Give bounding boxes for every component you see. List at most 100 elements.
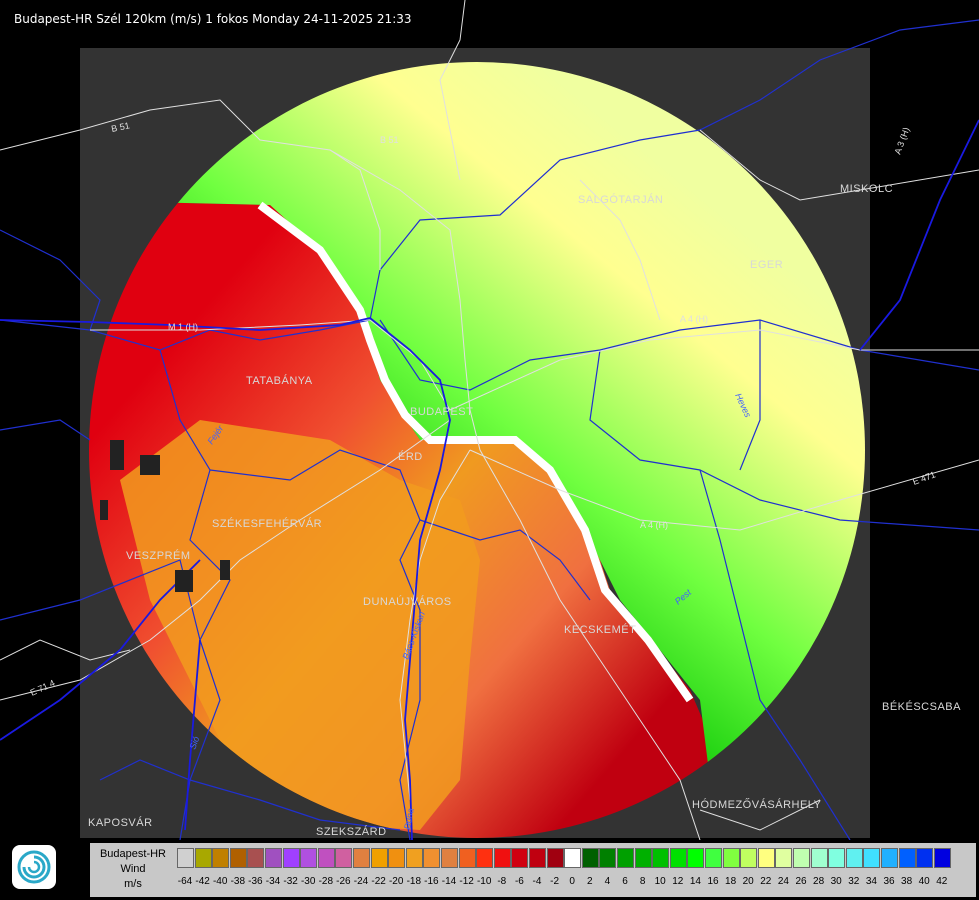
city-label-tatabanya: TATABÁNYA	[246, 374, 313, 387]
legend-swatch	[353, 848, 370, 868]
legend-swatch	[282, 848, 300, 868]
legend-swatch	[458, 848, 476, 868]
legend-tick-label: 36	[883, 876, 895, 887]
legend-swatch	[933, 848, 951, 868]
legend-tick-label: 2	[587, 876, 593, 887]
road-label-e471: E 471	[911, 469, 937, 486]
city-label-bekescsaba: BÉKÉSCSABA	[882, 700, 961, 713]
color-legend: Budapest-HR Wind m/s -64 -42 -40 -38 -36 -34-…	[90, 843, 976, 897]
legend-swatch	[423, 848, 441, 868]
legend-swatch	[300, 848, 318, 868]
legend-swatch	[740, 848, 758, 868]
legend-tick-label: 22	[760, 876, 772, 887]
legend-swatch	[863, 848, 881, 868]
legend-swatch	[757, 848, 775, 868]
river-label-sio: Sió	[187, 735, 201, 751]
legend-swatch	[493, 848, 511, 868]
legend-swatch	[511, 848, 529, 868]
legend-tick-label: 32	[848, 876, 860, 887]
clutter-speckles	[100, 440, 230, 592]
legend-swatch	[687, 848, 705, 868]
legend-tick-label: 16	[707, 876, 719, 887]
legend-tick-label: -34	[265, 876, 281, 887]
legend-tick-label: -14	[441, 876, 457, 887]
city-label-eger: EGER	[750, 259, 783, 271]
legend-tick-label: 30	[830, 876, 842, 887]
legend-tick-label: 20	[742, 876, 754, 887]
city-label-salgotarjan: SALGÓTARJÁN	[578, 193, 663, 206]
legend-swatch	[581, 848, 599, 868]
legend-unit: m/s	[124, 878, 142, 890]
city-label-erd: ÉRD	[398, 450, 423, 463]
legend-tick-label: 38	[901, 876, 913, 887]
radar-map: SALGÓTARJÁN MISKOLC EGER TATABÁNYA BUDAP…	[0, 0, 979, 840]
met-service-logo	[12, 845, 56, 889]
legend-title: Budapest-HR Wind m/s	[90, 843, 176, 897]
road-network	[0, 0, 979, 840]
legend-tick-label: 8	[639, 876, 646, 887]
legend-swatch	[229, 848, 247, 868]
zero-velocity-band	[257, 201, 694, 703]
legend-swatch	[546, 848, 564, 868]
legend-swatch	[599, 848, 617, 868]
legend-swatch	[247, 848, 265, 868]
legend-swatch	[317, 848, 335, 868]
legend-tick-label: -20	[388, 876, 404, 887]
legend-tick-label: -22	[371, 876, 386, 887]
legend-tick-label: 34	[865, 876, 877, 887]
legend-tick-label: -10	[476, 876, 492, 887]
swirl-icon	[17, 850, 51, 884]
legend-tick-label: -42	[195, 876, 210, 887]
legend-tick-label: -24	[353, 876, 369, 887]
legend-swatch	[405, 848, 423, 868]
legend-tick-label: -26	[336, 876, 351, 887]
legend-swatch	[370, 848, 388, 868]
road-label-a4: A 4 (H)	[640, 520, 668, 530]
legend-tick-label: -18	[406, 876, 422, 887]
city-label-dunaujvaros: DUNAÚJVÁROS	[363, 595, 452, 608]
echo-orange-core	[120, 420, 480, 830]
rivers	[0, 119, 979, 840]
legend-tick-label: -30	[300, 876, 316, 887]
legend-radar-name: Budapest-HR	[99, 848, 167, 860]
city-label-hodmezovasarhely: HÓDMEZŐVÁSÁRHELY	[692, 797, 822, 811]
echo-inbound-region	[89, 62, 865, 838]
city-label-kecskemet: KECSKEMÉT	[564, 623, 636, 636]
legend-swatch	[669, 848, 687, 868]
legend-swatch	[881, 848, 898, 868]
river-label-duna: Duna	[402, 807, 416, 830]
road-label-b51b: B 51	[380, 135, 399, 145]
legend-swatch	[564, 848, 582, 868]
legend-swatch	[335, 848, 353, 868]
legend-tick-label: 24	[777, 876, 789, 887]
legend-tick-label: 14	[689, 876, 701, 887]
city-label-szekszard: SZEKSZÁRD	[316, 825, 387, 838]
legend-tick-label: -28	[318, 876, 334, 887]
city-label-miskolc: MISKOLC	[840, 183, 893, 195]
legend-tick-label: -38	[230, 876, 246, 887]
legend-tick-label: 28	[813, 876, 825, 887]
road-label-b51: B 51	[110, 120, 130, 134]
legend-swatch	[441, 848, 458, 868]
legend-swatch	[388, 848, 406, 868]
legend-tick-label: 6	[622, 876, 628, 887]
legend-tick-label: -40	[212, 876, 228, 887]
legend-swatch	[775, 848, 793, 868]
legend-swatch	[177, 848, 194, 868]
legend-tick-label: -6	[514, 876, 524, 887]
legend-swatch	[634, 848, 652, 868]
legend-swatch	[212, 848, 230, 868]
city-label-budapest: BUDAPEST	[410, 406, 473, 418]
city-label-kaposvar: KAPOSVÁR	[88, 816, 153, 829]
city-label-szekesfehervar: SZÉKESFEHÉRVÁR	[212, 517, 322, 530]
road-label-a3: A 3 (H)	[892, 126, 911, 156]
legend-tick-label: 26	[795, 876, 807, 887]
city-label-veszprem: VESZPRÉM	[126, 549, 191, 562]
road-label-a4b: A 4 (H)	[680, 314, 708, 324]
legend-tick-label: 0	[569, 876, 575, 887]
road-label-e714: E 71 4	[29, 678, 57, 698]
legend-swatch	[476, 848, 494, 868]
legend-tick-label: -12	[459, 876, 474, 887]
legend-tick-label: 10	[654, 876, 666, 887]
legend-tick-label: -8	[497, 876, 507, 887]
